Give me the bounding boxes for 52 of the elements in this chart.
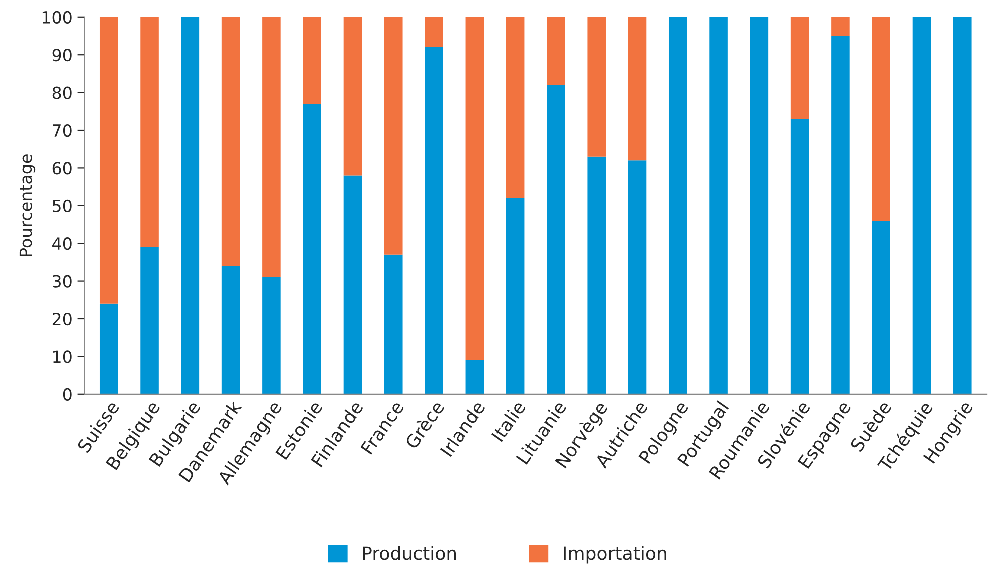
- bar: [222, 17, 240, 266]
- bar: [466, 360, 484, 394]
- bar: [384, 254, 403, 394]
- bar: [832, 17, 850, 36]
- bar: [262, 278, 281, 394]
- bar: [506, 17, 525, 198]
- bar: [668, 17, 688, 394]
- bar: [628, 17, 647, 161]
- bar: [100, 304, 118, 394]
- bar: [303, 104, 322, 394]
- y-tick-label: 60: [52, 162, 72, 175]
- bar: [140, 247, 159, 394]
- bar: [222, 266, 240, 394]
- bar: [750, 17, 769, 394]
- bar: [425, 17, 444, 48]
- bar: [140, 17, 159, 248]
- legend-label: Production: [363, 546, 456, 560]
- bar: [872, 220, 890, 394]
- bar: [100, 17, 118, 304]
- bar: [832, 36, 850, 394]
- y-tick-label: 30: [53, 275, 72, 288]
- bar: [547, 17, 566, 86]
- y-tick-label: 90: [52, 49, 72, 62]
- y-tick-label: 100: [42, 11, 72, 24]
- bar: [466, 17, 484, 360]
- bar: [954, 17, 972, 394]
- bar: [506, 198, 525, 394]
- bar: [547, 85, 566, 394]
- legend-label: Importation: [564, 546, 666, 564]
- bar: [588, 156, 606, 394]
- y-tick-label: 80: [52, 86, 72, 100]
- bar: [588, 17, 606, 157]
- bar: [710, 17, 728, 394]
- bar: [872, 17, 890, 221]
- y-tick-label: 0: [63, 388, 72, 401]
- bar: [790, 17, 810, 120]
- bar: [384, 17, 403, 255]
- bar: [912, 17, 932, 394]
- bar: [344, 176, 362, 394]
- y-axis-title: Pourcentage: [20, 154, 36, 256]
- y-tick-label: 10: [54, 350, 72, 364]
- bar: [628, 160, 647, 394]
- y-tick-label: 70: [53, 124, 72, 138]
- bar: [262, 17, 281, 278]
- y-tick-label: 50: [53, 200, 72, 212]
- bar: [303, 17, 322, 104]
- y-tick-label: 40: [52, 238, 72, 250]
- bar: [344, 17, 362, 176]
- bar: [790, 119, 810, 394]
- bar: [181, 17, 200, 394]
- y-tick-label: 20: [52, 312, 72, 326]
- bar: [425, 48, 444, 394]
